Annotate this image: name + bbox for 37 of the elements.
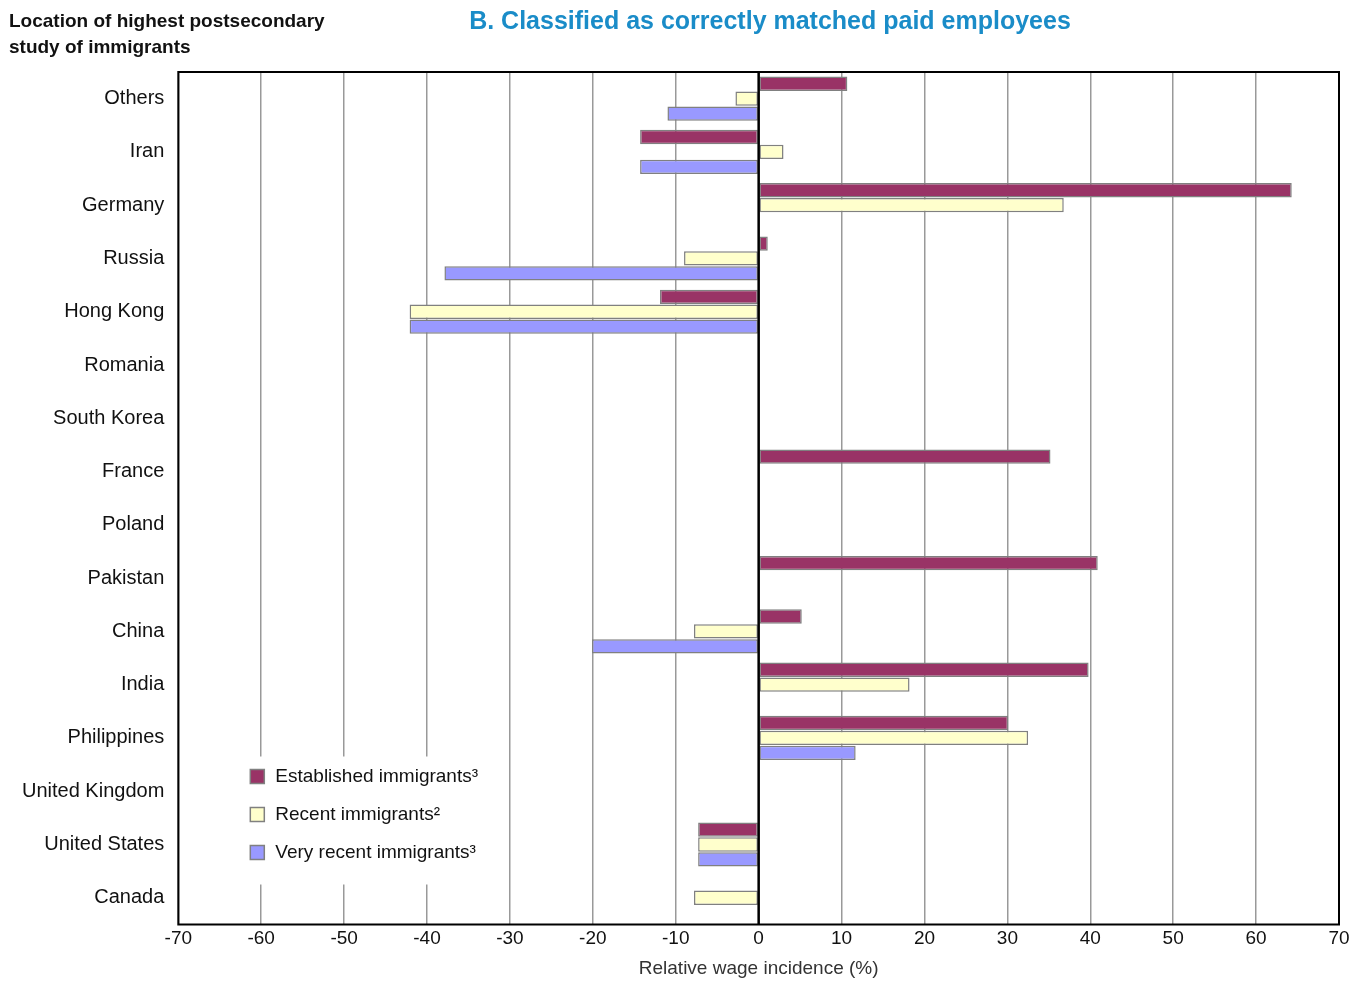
x-tick-label: 70 [1328, 927, 1350, 949]
x-tick-label: 50 [1162, 927, 1184, 949]
legend-label: Very recent immigrants³ [275, 840, 476, 862]
y-axis-title: Location of highest postsecondary study of immigrants [9, 9, 326, 59]
y-tick-label: Pakistan [87, 565, 165, 588]
x-tick-label: 10 [830, 927, 853, 949]
y-tick-label: Romania [84, 352, 166, 375]
x-tick-label: -10 [662, 927, 690, 949]
x-tick-label: 40 [1079, 927, 1101, 949]
y-tick-label: Russia [103, 245, 166, 268]
y-tick-label: China [112, 618, 166, 641]
y-tick-label: Poland [102, 512, 165, 535]
x-axis-title: Relative wage incidence (%) [638, 956, 879, 978]
x-tick-label: -60 [247, 927, 275, 949]
y-tick-label: Germany [82, 192, 165, 215]
y-tick-label: Iran [129, 139, 165, 162]
x-tick-label: 0 [753, 927, 764, 949]
chart-title: B. Classified as correctly matched paid employees [468, 6, 1072, 35]
y-tick-label: France [102, 459, 165, 482]
x-tick-label: 30 [996, 927, 1018, 949]
x-tick-label: 60 [1245, 927, 1267, 949]
y-tick-label: Hong Kong [64, 299, 165, 322]
y-tick-label: South Korea [53, 405, 166, 428]
x-tick-label: -70 [164, 927, 193, 949]
y-tick-label: Canada [94, 885, 166, 908]
legend-label: Established immigrants³ [275, 764, 479, 786]
y-tick-label: Philippines [67, 725, 165, 748]
x-tick-label: -20 [579, 927, 607, 949]
y-tick-label: India [120, 672, 166, 695]
y-tick-label: Others [104, 86, 165, 109]
y-tick-label: United States [44, 832, 165, 854]
legend-label: Recent immigrants² [275, 802, 441, 824]
x-tick-label: -40 [413, 927, 441, 949]
x-tick-label: -30 [496, 927, 524, 949]
x-tick-label: 20 [913, 927, 936, 949]
x-tick-label: -50 [330, 927, 358, 949]
y-tick-label: United Kingdom [21, 778, 165, 801]
